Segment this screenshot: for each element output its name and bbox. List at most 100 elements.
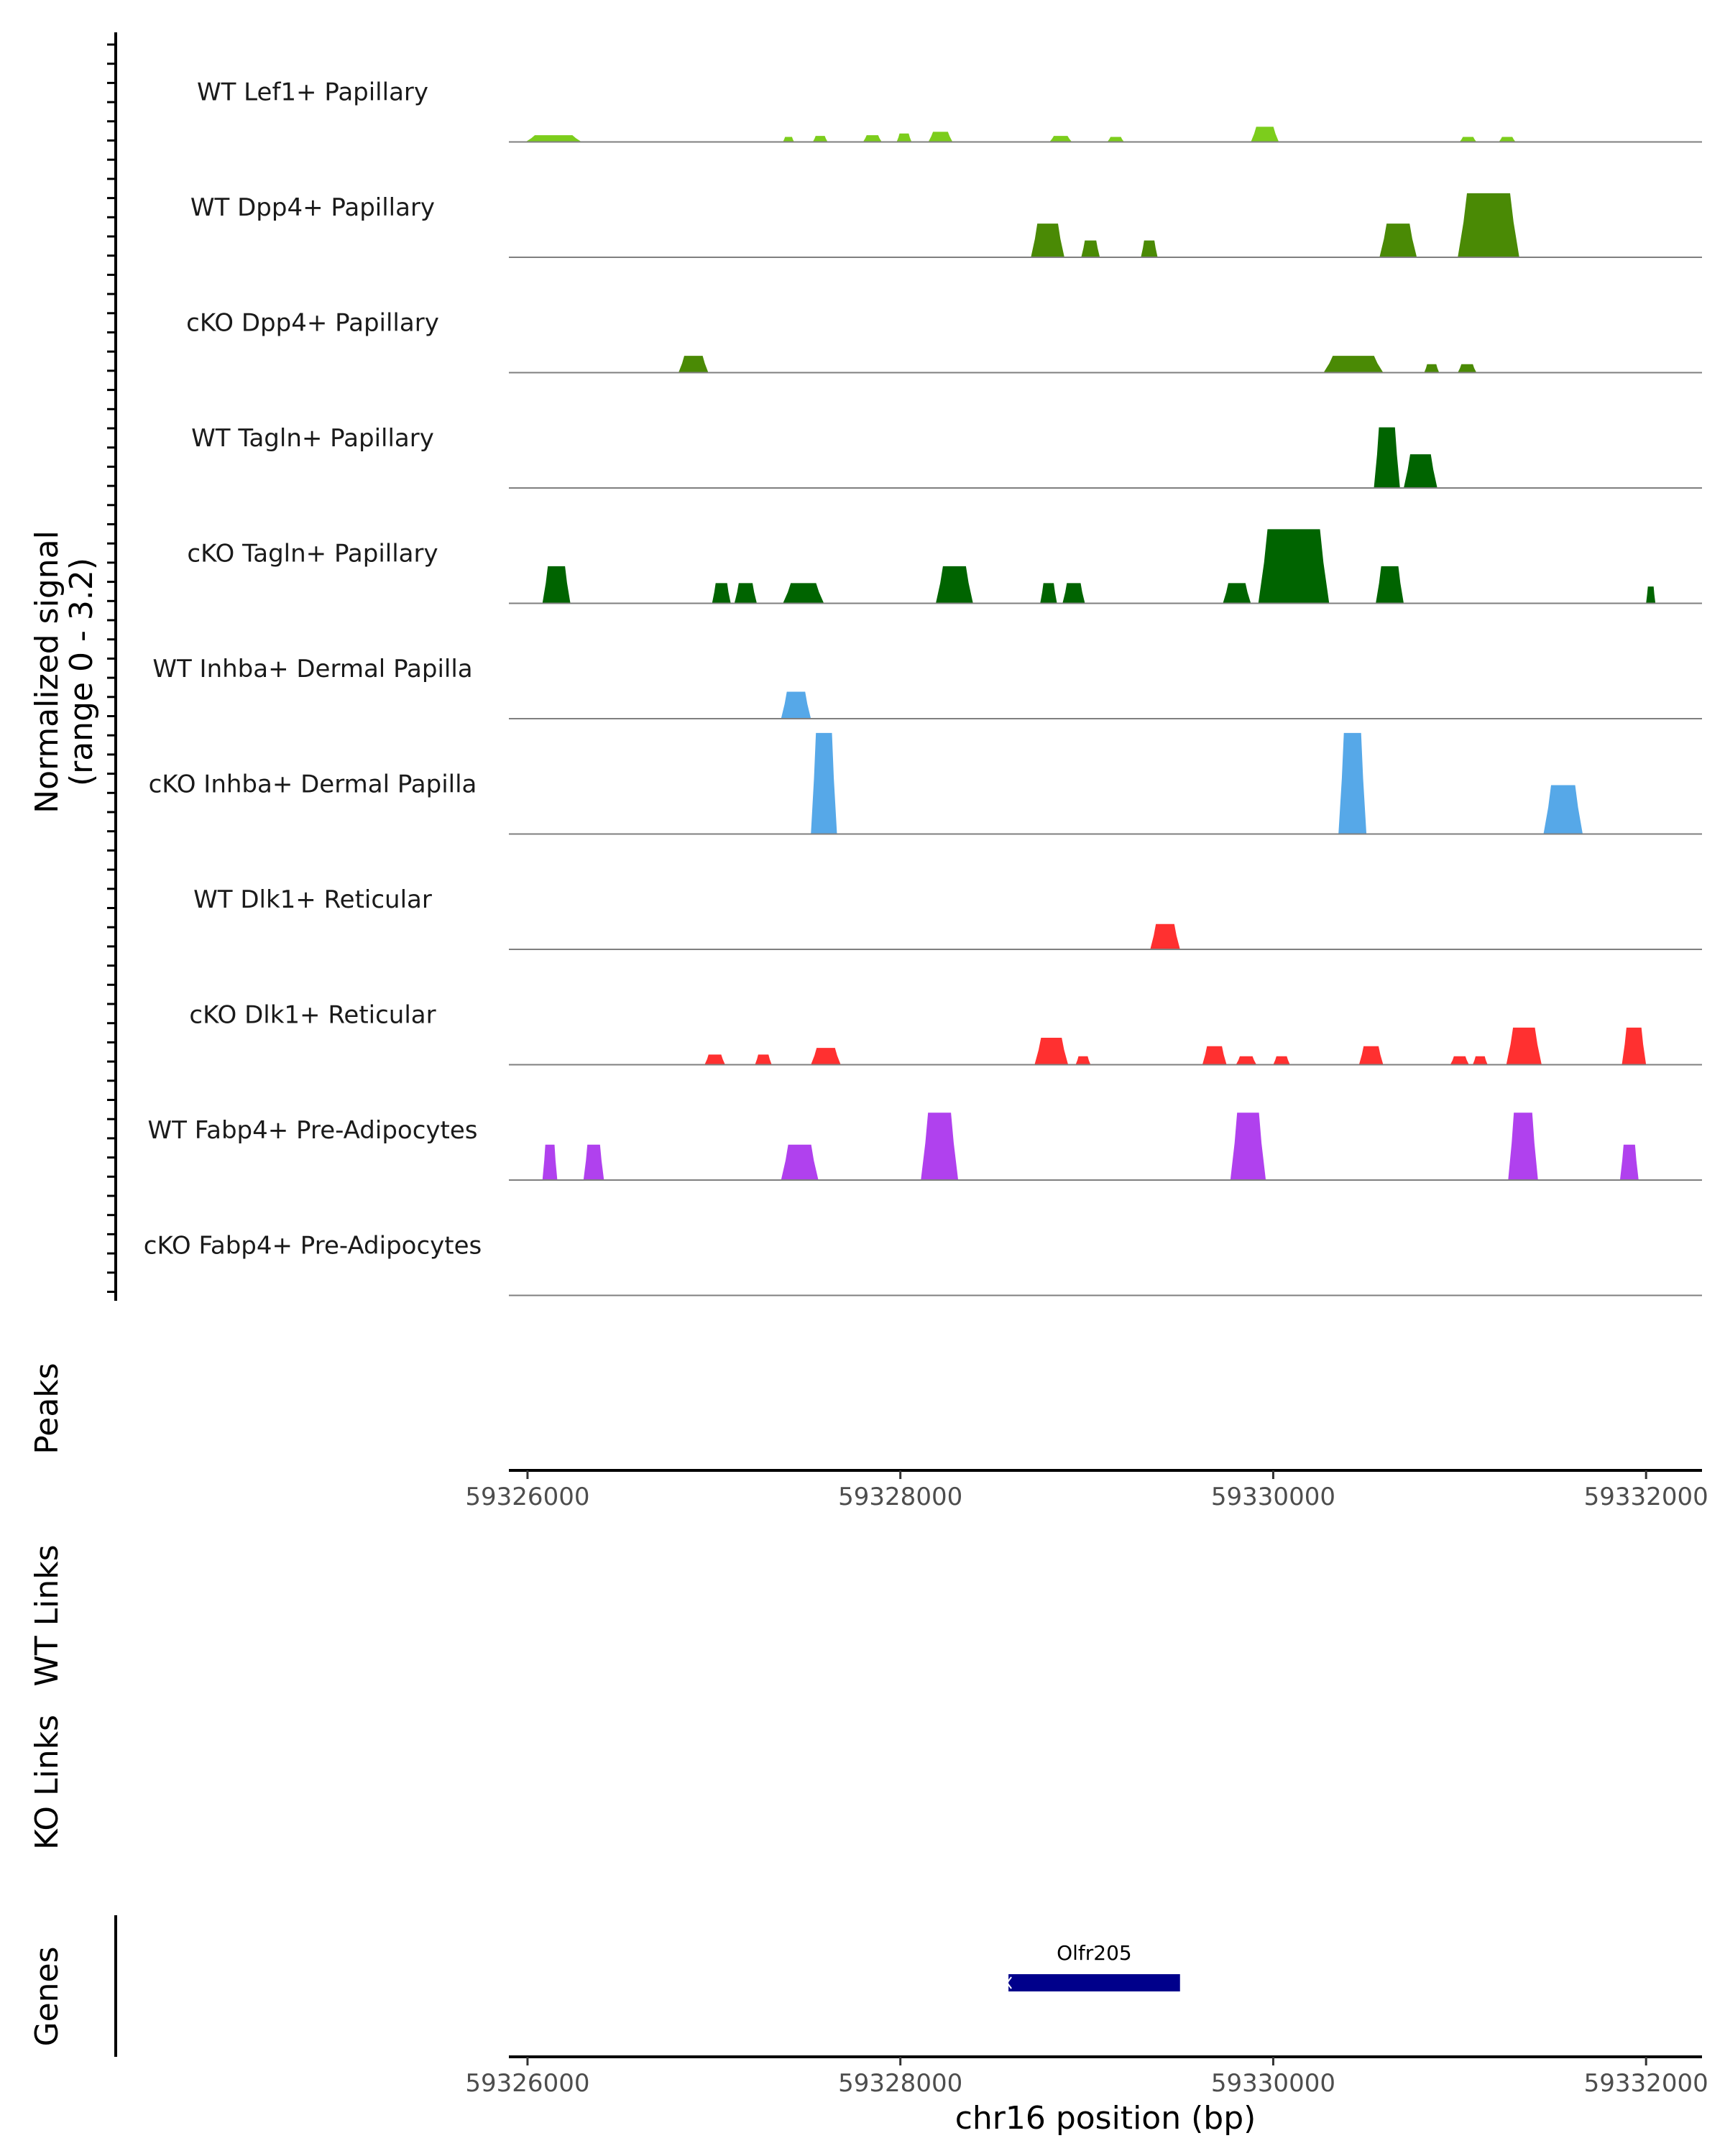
x-tick-label: 59326000 [465,2069,589,2098]
ko-links-panel-label: KO Links [29,1715,65,1850]
y-axis [107,32,117,1301]
signal-peak [936,566,973,604]
gene-strand-arrow [1006,1976,1012,1989]
x-tick-label: 59326000 [465,1483,589,1511]
signal-peak [1473,1056,1488,1065]
track: cKO Dlk1+ Reticular [189,1001,1702,1066]
x-tick-label: 59328000 [838,1483,962,1511]
track: WT Inhba+ Dermal Papilla [152,655,1702,719]
track-label: cKO Dlk1+ Reticular [189,1001,436,1030]
signal-peak [1458,193,1519,257]
signal-peak [1506,1027,1542,1065]
signal-peak [783,583,824,604]
signal-peak [1374,427,1400,488]
signal-peak [783,137,794,142]
track-label: WT Dlk1+ Reticular [193,885,432,914]
track: cKO Inhba+ Dermal Papilla [149,732,1702,835]
track: WT Fabp4+ Pre-Adipocytes [148,1112,1702,1181]
track: cKO Tagln+ Papillary [187,529,1702,604]
x-tick-label: 59332000 [1584,2069,1708,2098]
signal-peak [1230,1112,1266,1180]
signal-peak [1258,529,1330,604]
x-tick-label: 59330000 [1211,1483,1335,1511]
signal-peak [1376,566,1404,604]
gene-body [1008,1974,1180,1991]
wt-links-panel-label: WT Links [29,1544,65,1686]
signal-peak [862,135,882,142]
signal-peak [1499,137,1516,142]
signal-peak [1062,583,1085,604]
signal-peak [755,1054,772,1065]
signal-peak [1458,364,1477,373]
track: WT Lef1+ Papillary [197,78,1702,143]
signal-peak [1223,583,1251,604]
x-tick-label: 59332000 [1584,1483,1708,1511]
track-label: cKO Tagln+ Papillary [187,540,438,568]
track-label: WT Fabp4+ Pre-Adipocytes [148,1116,478,1145]
gene-label: Olfr205 [1057,1941,1132,1965]
signal-peak [542,566,571,604]
signal-peak [583,1144,604,1180]
x-axis-title: chr16 position (bp) [955,2100,1256,2137]
signal-peak [1508,1112,1538,1180]
signal-peak [1081,240,1100,257]
signal-peak [1202,1046,1227,1065]
signal-peak [1619,1144,1639,1180]
track-label: WT Tagln+ Papillary [191,424,434,453]
signal-peak [1107,137,1124,142]
signal-peak [1424,364,1440,373]
signal-peak [1251,126,1279,142]
track-label: WT Lef1+ Papillary [197,78,428,107]
track: cKO Fabp4+ Pre-Adipocytes [144,1232,1702,1296]
signal-peak [921,1112,959,1180]
signal-peak [1379,224,1417,257]
x-tick-label: 59328000 [838,2069,962,2098]
signal-peak [1034,1038,1069,1065]
track: WT Dlk1+ Reticular [193,885,1702,950]
signal-peak [1646,586,1656,604]
signal-peak [1141,240,1158,257]
signal-peak [525,135,582,142]
signal-peak [811,1048,841,1065]
signal-peak [928,132,953,142]
signal-peak [1040,583,1057,604]
gene-annotations: Olfr205 [1006,1941,1180,1991]
signal-peak [734,583,757,604]
signal-peak [1031,224,1064,257]
x-tick-label: 59330000 [1211,2069,1335,2098]
track-label: cKO Fabp4+ Pre-Adipocytes [144,1232,482,1261]
signal-peak [1450,1056,1469,1065]
signal-peak [781,1144,819,1180]
track: WT Tagln+ Papillary [191,424,1702,489]
signal-peak [542,1144,558,1180]
track-label: cKO Dpp4+ Papillary [186,309,439,338]
signal-peak [712,583,731,604]
track: WT Dpp4+ Papillary [190,193,1702,258]
signal-peak [1236,1056,1257,1065]
signal-peak [1622,1027,1647,1065]
signal-peak [812,136,828,142]
peaks-panel-label: Peaks [29,1363,65,1454]
y-axis-ticks [107,43,116,1293]
signal-peak [1075,1056,1091,1065]
x-axis-top: 59326000 59328000 59330000 59332000 [465,1469,1708,1511]
track-label: WT Inhba+ Dermal Papilla [152,655,472,683]
signal-peak [1338,732,1367,834]
signal-peak [1404,454,1438,488]
x-axis-top-ticks: 59326000 59328000 59330000 59332000 [465,1470,1708,1511]
track-label: cKO Inhba+ Dermal Papilla [149,770,477,799]
coverage-tracks: WT Lef1+ Papillary WT Dpp4+ Papillary cKO … [144,78,1702,1296]
signal-peak [704,1054,725,1065]
signal-peak [1459,137,1477,142]
signal-peak [1150,923,1180,949]
signal-peak [896,133,912,142]
signal-peak [1543,785,1583,834]
x-axis-bottom: 59326000 59328000 59330000 59332000 [465,2055,1708,2098]
signal-peak [678,356,709,373]
track: cKO Dpp4+ Papillary [186,309,1702,374]
signal-peak [1049,136,1072,142]
signal-peak [1358,1046,1384,1065]
signal-peak [1323,356,1384,373]
signal-peak [1273,1056,1290,1065]
